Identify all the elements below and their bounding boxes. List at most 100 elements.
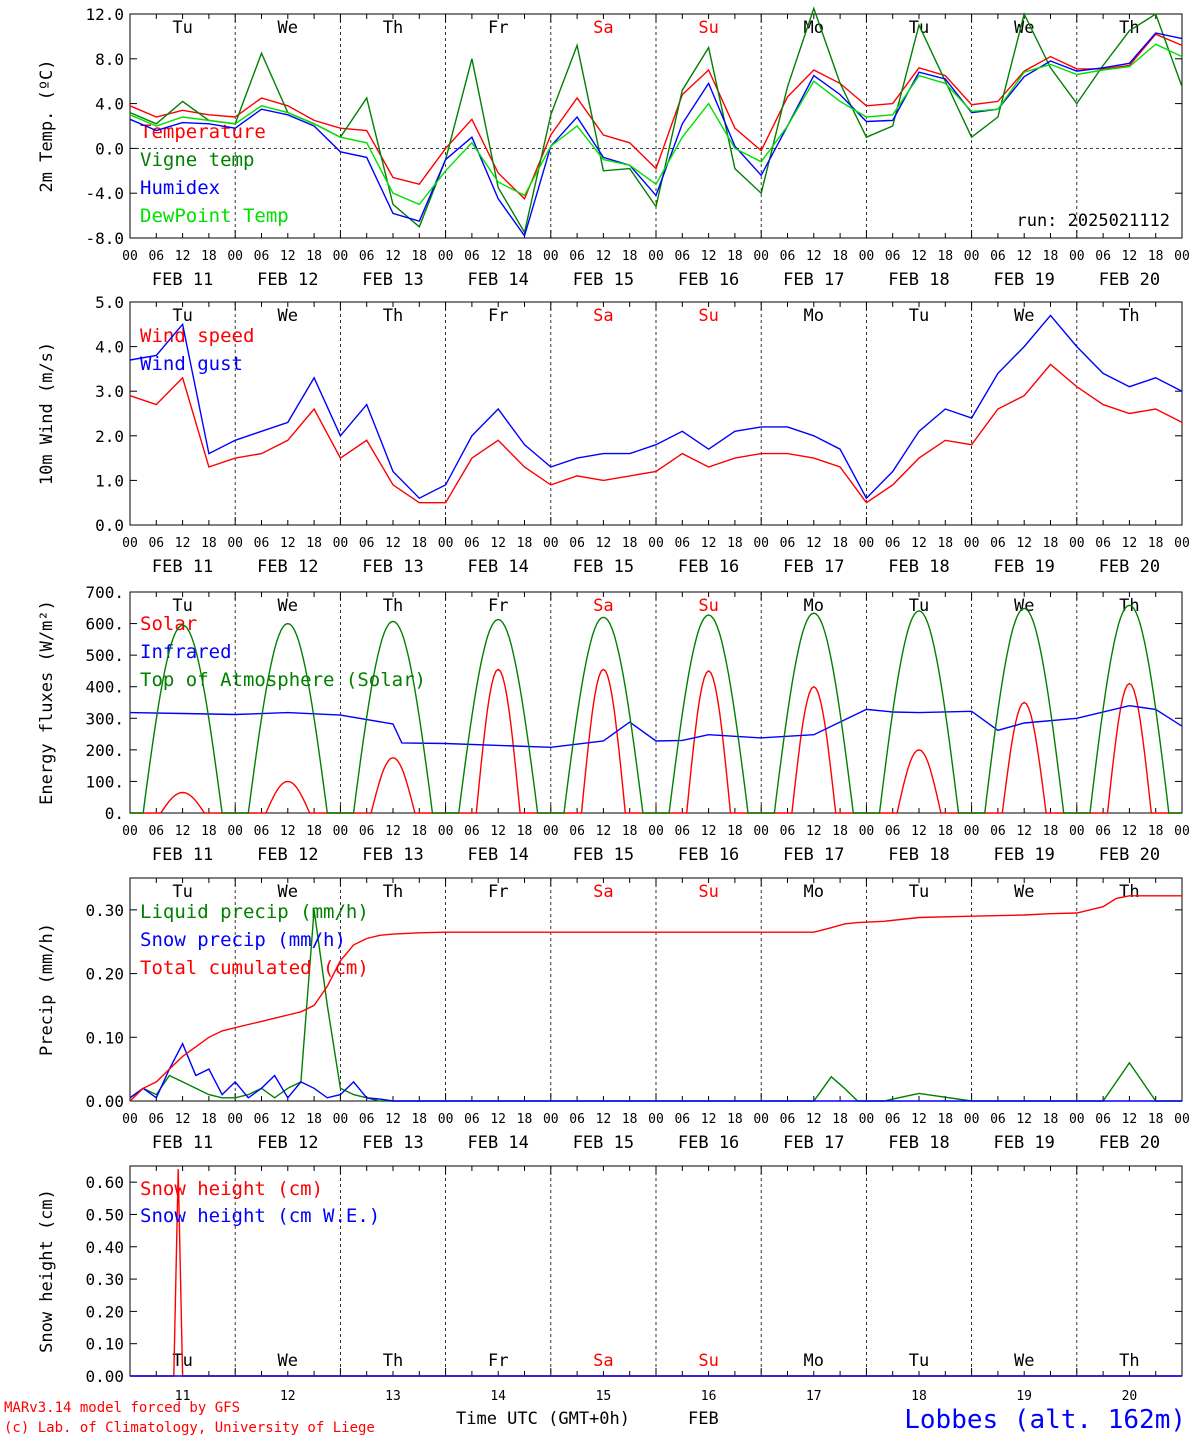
y-tick-label: 500.	[85, 646, 124, 665]
hour-tick-label: 18	[201, 824, 217, 839]
hour-tick-label: 06	[885, 249, 901, 264]
hour-tick-label: 06	[359, 1112, 375, 1127]
hour-tick-label: 18	[937, 1112, 953, 1127]
hour-tick-label: 00	[753, 824, 769, 839]
y-tick-label: 5.0	[95, 293, 124, 312]
hour-tick-label: 06	[359, 824, 375, 839]
hour-tick-label: 12	[385, 249, 401, 264]
weekday-label: We	[278, 1351, 298, 1371]
hour-tick-label: 06	[780, 249, 796, 264]
weekday-label: Th	[383, 596, 403, 616]
hour-tick-label: 12	[806, 536, 822, 551]
date-label: FEB 17	[783, 845, 844, 865]
series-line	[129, 704, 1183, 749]
hour-tick-label: 00	[1174, 536, 1190, 551]
date-label: FEB 11	[152, 270, 213, 290]
weekday-label: Tu	[172, 596, 192, 616]
hour-tick-label: 00	[438, 249, 454, 264]
series-line	[129, 895, 1182, 1102]
hour-tick-label: 12	[701, 249, 717, 264]
series-line	[129, 43, 1183, 206]
weekday-label: Fr	[488, 882, 508, 902]
day-number-label: 12	[280, 1389, 296, 1404]
hour-tick-label: 00	[648, 249, 664, 264]
date-label: FEB 14	[467, 270, 528, 290]
weekday-label: Tu	[909, 882, 929, 902]
hour-tick-label: 06	[1095, 536, 1111, 551]
date-label: FEB 18	[888, 1133, 949, 1153]
y-tick-label: 0.	[105, 804, 124, 823]
legend-entry: Top of Atmosphere (Solar)	[140, 669, 426, 691]
weekday-label: Sa	[593, 1351, 613, 1371]
day-number-label: 14	[490, 1389, 506, 1404]
weekday-label: We	[278, 596, 298, 616]
hour-tick-label: 06	[990, 1112, 1006, 1127]
hour-tick-label: 18	[306, 824, 322, 839]
hour-tick-label: 00	[964, 249, 980, 264]
hour-tick-label: 12	[280, 1112, 296, 1127]
legend-entry: Total cumulated (cm)	[140, 957, 369, 979]
date-label: FEB 15	[573, 1133, 634, 1153]
weekday-label: Sa	[593, 306, 613, 326]
legend-entry: Wind speed	[140, 325, 254, 347]
hour-tick-label: 18	[832, 249, 848, 264]
date-label: FEB 19	[993, 845, 1054, 865]
hour-tick-label: 18	[937, 824, 953, 839]
hour-tick-label: 18	[937, 536, 953, 551]
y-tick-label: 8.0	[95, 50, 124, 69]
series-line	[130, 1169, 1182, 1377]
y-tick-label: 4.0	[95, 338, 124, 357]
hour-tick-label: 06	[674, 536, 690, 551]
day-number-label: 18	[911, 1389, 927, 1404]
date-label: FEB 15	[573, 270, 634, 290]
series-line	[129, 6, 1183, 235]
weekday-label: Tu	[172, 18, 192, 38]
date-label: FEB 12	[257, 270, 318, 290]
hour-tick-label: 18	[622, 249, 638, 264]
date-label: FEB 18	[888, 557, 949, 577]
date-label: FEB 16	[678, 845, 739, 865]
hour-tick-label: 06	[359, 249, 375, 264]
weekday-label: Th	[383, 18, 403, 38]
y-tick-label: 0.30	[85, 901, 124, 920]
date-label: FEB 16	[678, 557, 739, 577]
hour-tick-label: 00	[122, 824, 138, 839]
day-number-label: 16	[701, 1389, 717, 1404]
hour-tick-label: 12	[490, 249, 506, 264]
weekday-label: Mo	[804, 1351, 824, 1371]
hour-tick-label: 12	[1122, 1112, 1138, 1127]
hour-tick-label: 00	[333, 824, 349, 839]
weekday-label: We	[278, 306, 298, 326]
series-line	[129, 33, 1183, 201]
x-axis-label: Time UTC (GMT+0h)	[456, 1409, 630, 1429]
hour-tick-label: 06	[990, 824, 1006, 839]
date-label: FEB 20	[1099, 845, 1160, 865]
y-tick-label: 0.10	[85, 1335, 124, 1354]
hour-tick-label: 06	[464, 824, 480, 839]
hour-tick-label: 00	[438, 1112, 454, 1127]
date-label: FEB 13	[362, 845, 423, 865]
series-line	[129, 32, 1183, 238]
weekday-label: Tu	[909, 18, 929, 38]
hour-tick-label: 06	[780, 824, 796, 839]
hour-tick-label: 00	[859, 249, 875, 264]
hour-tick-label: 00	[122, 1112, 138, 1127]
hour-tick-label: 12	[911, 249, 927, 264]
legend-entry: Temperature	[140, 121, 266, 143]
hour-tick-label: 12	[490, 536, 506, 551]
lab-credit: (c) Lab. of Climatology, University of L…	[4, 1420, 375, 1436]
y-tick-label: 600.	[85, 615, 124, 634]
hour-tick-label: 06	[780, 1112, 796, 1127]
hour-tick-label: 00	[438, 536, 454, 551]
hour-tick-label: 12	[911, 536, 927, 551]
hour-tick-label: 00	[753, 536, 769, 551]
weekday-label: Sa	[593, 882, 613, 902]
date-label: FEB 16	[678, 270, 739, 290]
weekday-label: We	[278, 18, 298, 38]
hour-tick-label: 18	[201, 536, 217, 551]
y-axis-label: 10m Wind (m/s)	[37, 342, 57, 485]
hour-tick-label: 18	[622, 1112, 638, 1127]
legend-entry: Wind gust	[140, 353, 243, 375]
hour-tick-label: 18	[517, 249, 533, 264]
hour-tick-label: 18	[517, 536, 533, 551]
